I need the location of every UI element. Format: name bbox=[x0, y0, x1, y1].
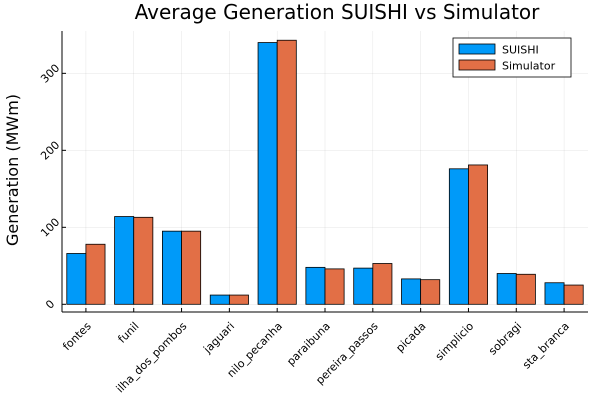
legend-label-suishi: SUISHI bbox=[502, 44, 539, 57]
bar-suishi-pereira_passos bbox=[353, 267, 374, 305]
axes bbox=[61, 31, 588, 313]
legend-swatch-suishi bbox=[458, 43, 496, 55]
bar-suishi-funil bbox=[114, 216, 135, 305]
bar-suishi-sta_branca bbox=[544, 282, 565, 305]
bar-simulator-pereira_passos bbox=[372, 263, 393, 305]
bars bbox=[66, 39, 584, 305]
bar-simulator-picada bbox=[420, 279, 441, 305]
y-axis-label: Generation (MWm) bbox=[3, 94, 22, 246]
bar-simulator-paraibuna bbox=[324, 268, 345, 305]
legend-label-simulator: Simulator bbox=[502, 60, 556, 73]
bar-suishi-fontes bbox=[66, 253, 87, 305]
bar-suishi-simplicio bbox=[448, 168, 469, 305]
bar-simulator-jaguari bbox=[228, 294, 249, 305]
bar-suishi-nilo_pecanha bbox=[257, 42, 278, 305]
chart-title: Average Generation SUISHI vs Simulator bbox=[135, 0, 541, 24]
bar-simulator-sobragi bbox=[515, 273, 536, 305]
legend-swatch-simulator bbox=[458, 59, 496, 71]
bar-suishi-ilha_dos_pombos bbox=[162, 230, 182, 305]
legend: SUISHI Simulator bbox=[452, 37, 572, 78]
bar-simulator-sta_branca bbox=[563, 284, 584, 305]
bar-suishi-picada bbox=[401, 278, 422, 305]
bar-simulator-nilo_pecanha bbox=[276, 39, 297, 305]
bar-suishi-jaguari bbox=[209, 294, 230, 305]
bar-suishi-sobragi bbox=[496, 273, 517, 305]
bar-simulator-fontes bbox=[85, 243, 106, 305]
bar-simulator-ilha_dos_pombos bbox=[181, 230, 202, 305]
bar-simulator-funil bbox=[133, 216, 154, 305]
bar-suishi-paraibuna bbox=[305, 266, 326, 305]
bar-simulator-simplicio bbox=[468, 164, 488, 305]
